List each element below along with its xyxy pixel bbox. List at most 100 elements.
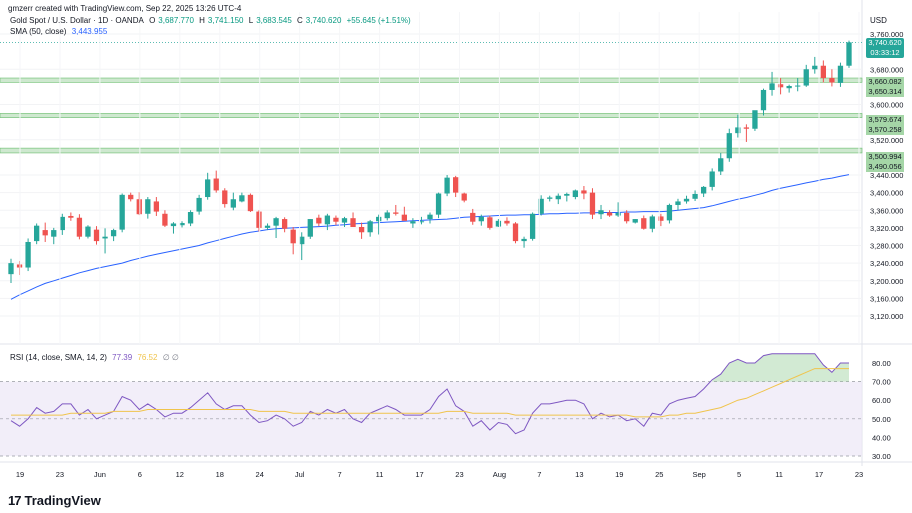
candle-body[interactable] [247, 194, 254, 212]
candle-body[interactable] [487, 217, 493, 228]
candle-body[interactable] [666, 204, 673, 221]
candle-body[interactable] [777, 84, 784, 88]
candle-body[interactable] [795, 85, 801, 87]
candle-body[interactable] [786, 85, 792, 89]
candle-body[interactable] [461, 193, 467, 201]
rsi-line[interactable] [10, 353, 849, 435]
candle-body[interactable] [196, 197, 202, 212]
candle-body[interactable] [179, 223, 185, 226]
candle-body[interactable] [624, 212, 630, 222]
candle-body[interactable] [752, 110, 758, 129]
candle-body[interactable] [547, 197, 553, 199]
candle-body[interactable] [606, 212, 613, 216]
candle-body[interactable] [470, 212, 476, 222]
candle-body[interactable] [393, 212, 399, 214]
candle-body[interactable] [145, 199, 151, 214]
candle-body[interactable] [34, 225, 40, 242]
sma-legend[interactable]: SMA (50, close) 3,443.955 [10, 27, 110, 36]
candle-body[interactable] [658, 216, 664, 221]
candle-body[interactable] [675, 201, 681, 205]
candle-body[interactable] [307, 219, 313, 237]
candle-body[interactable] [93, 229, 100, 242]
candle-body[interactable] [700, 186, 707, 194]
candle-body[interactable] [418, 221, 425, 223]
candle-body[interactable] [581, 190, 587, 194]
tradingview-brand[interactable]: 17 TradingView [8, 493, 101, 508]
candle-body[interactable] [230, 199, 236, 208]
candle-body[interactable] [718, 158, 724, 172]
candle-body[interactable] [726, 133, 732, 159]
candle-body[interactable] [316, 217, 322, 224]
candle-body[interactable] [333, 217, 339, 222]
candle-body[interactable] [504, 220, 510, 224]
candle-body[interactable] [555, 195, 561, 200]
candle-body[interactable] [564, 193, 570, 196]
candle-body[interactable] [709, 171, 715, 187]
candle-body[interactable] [110, 230, 117, 237]
support-resistance-zone[interactable] [0, 147, 863, 154]
candle-body[interactable] [256, 211, 262, 228]
candle-body[interactable] [102, 236, 108, 239]
candle-body[interactable] [264, 225, 271, 228]
candle-body[interactable] [213, 178, 219, 191]
candle-body[interactable] [273, 218, 279, 226]
candle-body[interactable] [367, 221, 373, 233]
support-resistance-zone[interactable] [0, 113, 863, 118]
rsi-legend[interactable]: RSI (14, close, SMA, 14, 2) 77.39 76.52 … [10, 353, 182, 362]
candle-body[interactable] [239, 195, 245, 202]
candle-body[interactable] [598, 210, 604, 215]
candle-body[interactable] [735, 127, 741, 134]
candle-body[interactable] [51, 230, 57, 237]
candle-body[interactable] [521, 238, 527, 242]
candle-body[interactable] [68, 215, 74, 218]
candle-body[interactable] [837, 65, 844, 83]
candle-body[interactable] [820, 65, 826, 79]
candle-body[interactable] [358, 226, 365, 233]
candle-body[interactable] [846, 42, 852, 66]
candle-body[interactable] [341, 218, 348, 223]
candle-body[interactable] [401, 214, 407, 221]
candle-body[interactable] [760, 89, 767, 111]
candle-body[interactable] [153, 201, 160, 212]
candle-body[interactable] [743, 127, 750, 129]
candle-body[interactable] [170, 223, 177, 227]
candle-body[interactable] [641, 218, 647, 229]
candle-body[interactable] [281, 219, 288, 229]
candle-body[interactable] [538, 198, 544, 214]
candle-body[interactable] [812, 65, 818, 70]
candle-body[interactable] [692, 193, 698, 199]
symbol-name[interactable]: Gold Spot / U.S. Dollar · 1D · OANDA [10, 16, 144, 25]
candle-body[interactable] [128, 194, 134, 200]
candle-body[interactable] [410, 221, 416, 224]
candle-body[interactable] [453, 177, 459, 193]
candle-body[interactable] [324, 215, 331, 225]
candle-body[interactable] [162, 213, 168, 226]
candle-body[interactable] [615, 212, 621, 216]
candle-body[interactable] [384, 212, 390, 219]
candle-body[interactable] [25, 241, 31, 268]
candle-body[interactable] [444, 177, 450, 194]
candle-body[interactable] [205, 179, 211, 198]
candle-body[interactable] [222, 190, 228, 205]
rsi-ma-line[interactable] [11, 368, 849, 418]
candle-body[interactable] [512, 223, 519, 242]
candle-body[interactable] [290, 229, 296, 244]
candle-body[interactable] [829, 78, 835, 83]
candle-body[interactable] [572, 190, 579, 198]
candle-body[interactable] [187, 212, 194, 224]
candle-body[interactable] [427, 214, 433, 220]
candle-body[interactable] [589, 192, 596, 215]
candle-body[interactable] [769, 83, 775, 90]
candle-body[interactable] [529, 213, 536, 239]
candle-body[interactable] [683, 198, 690, 202]
candle-body[interactable] [632, 219, 638, 223]
candle-body[interactable] [376, 216, 382, 222]
candle-body[interactable] [649, 216, 655, 229]
support-resistance-zone[interactable] [0, 77, 863, 83]
candle-body[interactable] [136, 199, 142, 215]
candle-body[interactable] [42, 230, 48, 236]
candle-body[interactable] [299, 236, 305, 245]
candle-body[interactable] [478, 216, 484, 222]
candle-body[interactable] [350, 218, 356, 227]
